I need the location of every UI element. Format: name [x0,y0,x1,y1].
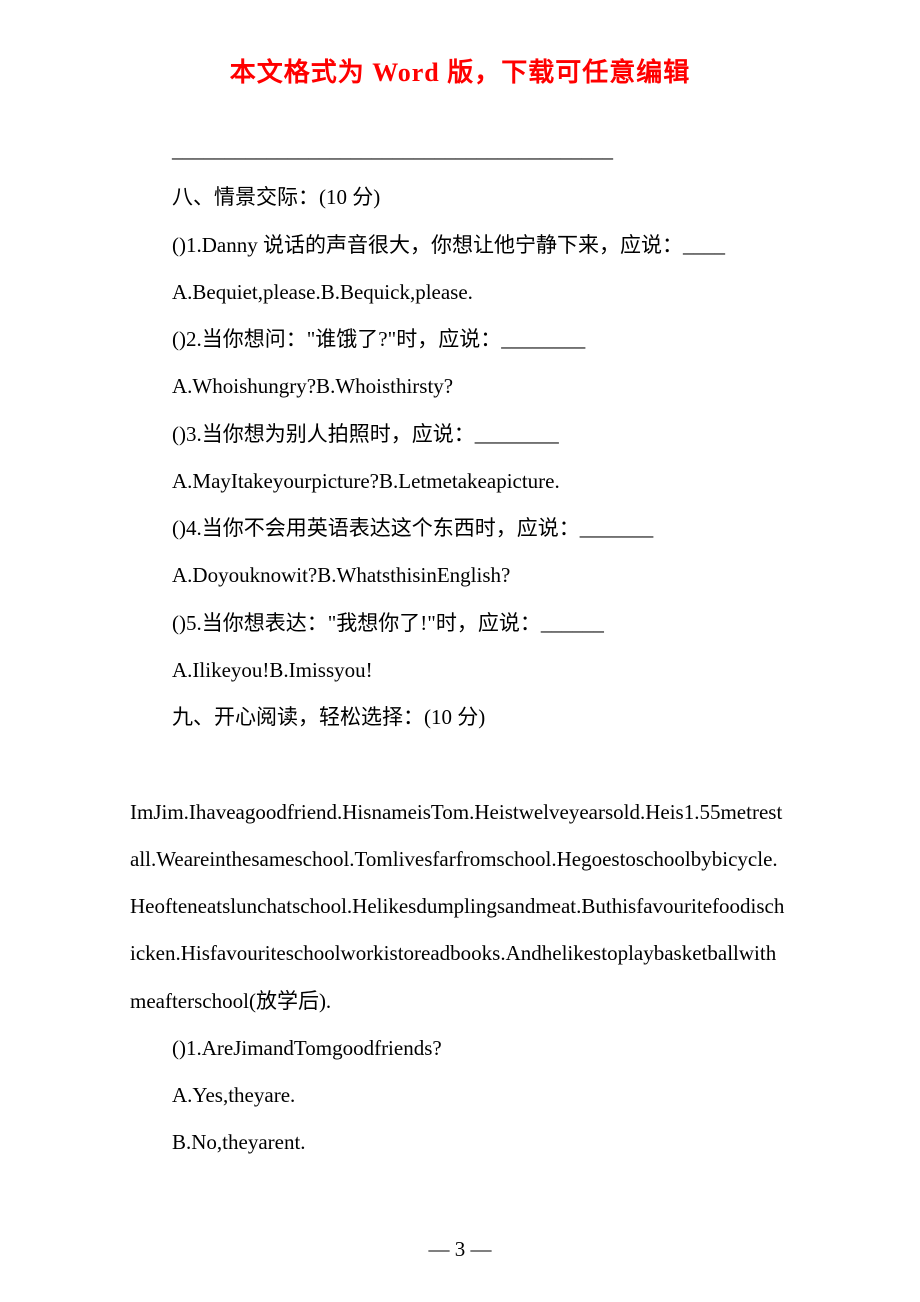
body-line: 九、开心阅读，轻松选择：(10 分) [130,694,790,741]
body-line: ()5.当你想表达："我想你了!"时，应说：______ [130,600,790,647]
body-line: B.No,theyarent. [130,1119,790,1166]
body-line: A.Ilikeyou!B.Imissyou! [130,647,790,694]
document-body: ________________________________________… [130,127,790,1167]
body-line: ()3.当你想为别人拍照时，应说：________ [130,411,790,458]
body-line: A.Whoishungry?B.Whoisthirsty? [130,363,790,410]
document-page: 本文格式为 Word 版，下载可任意编辑 ___________________… [0,0,920,1302]
body-line: 八、情景交际：(10 分) [130,174,790,221]
body-line: A.MayItakeyourpicture?B.Letmetakeapictur… [130,458,790,505]
body-line: A.Bequiet,please.B.Bequick,please. [130,269,790,316]
page-header: 本文格式为 Word 版，下载可任意编辑 [130,52,790,89]
body-line: A.Yes,theyare. [130,1072,790,1119]
body-line: A.Doyouknowit?B.WhatsthisinEnglish? [130,552,790,599]
body-line: ()4.当你不会用英语表达这个东西时，应说：_______ [130,505,790,552]
body-line: ()1.Danny 说话的声音很大，你想让他宁静下来，应说：____ [130,222,790,269]
body-line: ImJim.Ihaveagoodfriend.HisnameisTom.Heis… [130,789,790,1025]
body-line: ()2.当你想问："谁饿了?"时，应说：________ [130,316,790,363]
body-line: ________________________________________… [130,127,790,174]
body-line: ()1.AreJimandTomgoodfriends? [130,1025,790,1072]
body-line [130,741,790,788]
page-number: — 3 — [0,1237,920,1262]
